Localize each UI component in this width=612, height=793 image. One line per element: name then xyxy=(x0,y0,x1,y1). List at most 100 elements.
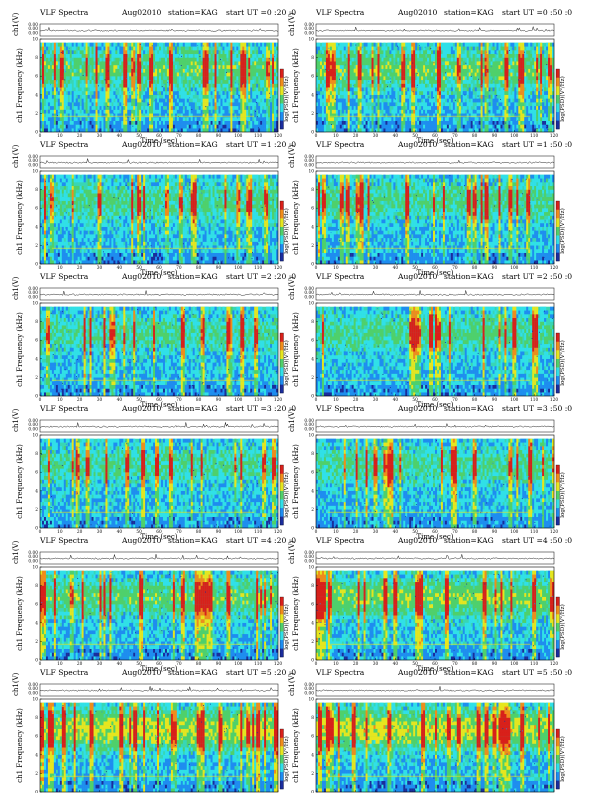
spectrogram-cell xyxy=(82,58,84,62)
spectrogram-cell xyxy=(413,72,415,76)
spectrogram-cell xyxy=(90,121,92,125)
spectrogram-cell xyxy=(224,106,226,110)
spectrogram-cell xyxy=(92,95,94,99)
spectrogram-cell xyxy=(270,46,272,50)
spectrogram-cell xyxy=(522,113,524,117)
spectrogram-cell xyxy=(230,99,232,103)
spectrogram-cell xyxy=(163,65,165,69)
spectrogram-cell xyxy=(510,106,512,110)
spectrogram-cell xyxy=(391,72,393,76)
spectrogram-cell xyxy=(88,128,90,132)
spectrogram-cell xyxy=(44,43,46,47)
spectrogram-cell xyxy=(332,76,334,80)
spectrogram-cell xyxy=(113,69,115,73)
spectrogram-cell xyxy=(70,95,72,99)
spectrogram-cell xyxy=(401,102,403,106)
spectrogram-cell xyxy=(491,113,493,117)
spectrogram-cell xyxy=(105,121,107,125)
spectrogram-cell xyxy=(149,110,151,114)
spectrogram-cell xyxy=(475,113,477,117)
spectrogram-cell xyxy=(105,76,107,80)
spectrogram-cell xyxy=(272,72,274,76)
spectrogram-cell xyxy=(203,84,205,88)
spectrogram-cell xyxy=(459,110,461,114)
spectrogram-cell xyxy=(105,84,107,88)
spectrogram-cell xyxy=(66,102,68,106)
spectrogram-cell xyxy=(324,61,326,65)
spectrogram-cell xyxy=(270,113,272,117)
spectrogram-cell xyxy=(409,91,411,95)
spectrogram-cell xyxy=(133,87,135,91)
spectrogram-cell xyxy=(354,106,356,110)
spectrogram-cell xyxy=(429,80,431,84)
spectrogram-cell xyxy=(362,110,364,114)
spectrogram-cell xyxy=(42,76,44,80)
spectrogram-cell xyxy=(169,87,171,91)
spectrogram-speck xyxy=(269,93,270,94)
spectrogram-cell xyxy=(88,54,90,58)
spectrogram-cell xyxy=(487,121,489,125)
spectrogram-cell xyxy=(141,80,143,84)
spectrogram-cell xyxy=(407,76,409,80)
spectrogram-cell xyxy=(111,128,113,132)
spectrogram-cell xyxy=(50,69,52,73)
spectrogram-cell xyxy=(453,72,455,76)
spectrogram-cell xyxy=(502,84,504,88)
spectrogram-cell xyxy=(383,125,385,129)
spectrogram-cell xyxy=(461,65,463,69)
spectrogram-cell xyxy=(423,102,425,106)
spectrogram-cell xyxy=(413,110,415,114)
spectrogram-cell xyxy=(443,65,445,69)
spectrogram-cell xyxy=(68,91,70,95)
spectrogram-cell xyxy=(437,54,439,58)
spectrogram-cell xyxy=(449,69,451,73)
spectrogram-cell xyxy=(334,110,336,114)
spectrogram-cell xyxy=(399,69,401,73)
spectrogram-cell xyxy=(42,95,44,99)
spectrogram-cell xyxy=(318,110,320,114)
spectrogram-cell xyxy=(135,99,137,103)
spectrogram-cell xyxy=(76,91,78,95)
spectrogram-cell xyxy=(101,128,103,132)
spectrogram-cell xyxy=(115,80,117,84)
spectrogram-cell xyxy=(481,58,483,62)
spectrogram-cell xyxy=(364,102,366,106)
spectrogram-cell xyxy=(191,128,193,132)
spectrogram-cell xyxy=(465,72,467,76)
spectrogram-cell xyxy=(260,43,262,47)
spectrogram-speck xyxy=(129,92,130,93)
spectrogram-cell xyxy=(50,58,52,62)
spectrogram-cell xyxy=(262,72,264,76)
spectrogram-cell xyxy=(469,125,471,129)
spectrogram-cell xyxy=(449,95,451,99)
spectrogram-cell xyxy=(407,43,409,47)
spectrogram-cell xyxy=(399,91,401,95)
spectrogram-cell xyxy=(127,87,129,91)
spectrogram-cell xyxy=(447,43,449,47)
spectrogram-cell xyxy=(232,46,234,50)
spectrogram-cell xyxy=(435,91,437,95)
spectrogram-cell xyxy=(62,72,64,76)
spectrogram-cell xyxy=(240,121,242,125)
spectrogram-cell xyxy=(407,99,409,103)
spectrogram-cell xyxy=(211,87,213,91)
spectrogram-cell xyxy=(217,125,219,129)
spectrogram-cell xyxy=(66,72,68,76)
spectrogram-cell xyxy=(199,91,201,95)
spectrogram-cell xyxy=(457,91,459,95)
spectrogram-cell xyxy=(346,87,348,91)
spectrogram-cell xyxy=(467,65,469,69)
spectrogram-cell xyxy=(94,65,96,69)
spectrogram-cell xyxy=(334,91,336,95)
spectrogram-cell xyxy=(70,128,72,132)
spectrogram-cell xyxy=(86,99,88,103)
spectrogram-cell xyxy=(481,72,483,76)
spectrogram-cell xyxy=(411,65,413,69)
spectrogram-cell xyxy=(403,46,405,50)
spectrogram-cell xyxy=(157,46,159,50)
spectrogram-cell xyxy=(423,113,425,117)
spectrogram-cell xyxy=(145,95,147,99)
spectrogram-cell xyxy=(445,113,447,117)
spectrogram-cell xyxy=(364,113,366,117)
spectrogram-cell xyxy=(326,50,328,54)
